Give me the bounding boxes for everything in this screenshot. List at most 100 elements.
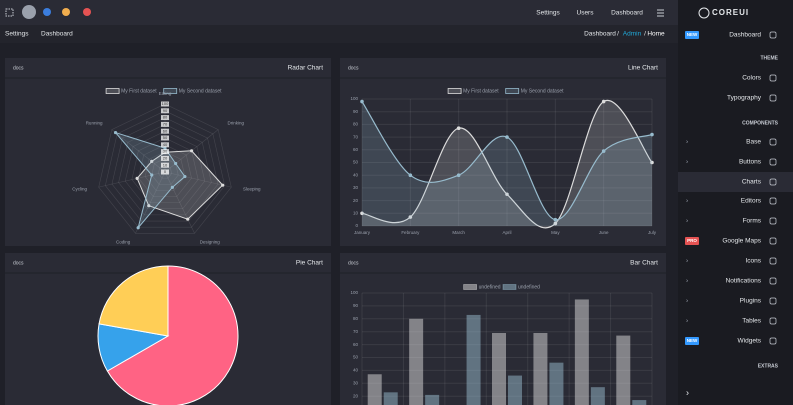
avatar[interactable] xyxy=(22,5,36,19)
breadcrumb-sep: / xyxy=(617,31,619,38)
nav-link[interactable]: Users xyxy=(577,10,595,17)
sidebar-icon xyxy=(769,277,777,285)
chevron: › xyxy=(686,318,688,325)
tick-backdrop xyxy=(161,155,169,161)
sidebar-item[interactable]: Google Maps xyxy=(722,238,761,245)
nav-link[interactable]: Dashboard xyxy=(611,10,643,17)
legend-swatch[interactable] xyxy=(163,88,178,94)
r-tick-label: 20 xyxy=(163,155,168,160)
sidebar-item[interactable]: Forms xyxy=(743,218,762,225)
nav-link[interactable]: Settings xyxy=(536,10,560,17)
sidebar-item[interactable]: Icons xyxy=(745,258,761,265)
point-label: Cycling xyxy=(72,187,87,192)
legend-label[interactable]: My Second dataset xyxy=(179,88,222,94)
line-point xyxy=(650,132,654,137)
legend-swatch[interactable] xyxy=(502,284,517,290)
tick-backdrop xyxy=(161,169,169,175)
legend-swatch[interactable] xyxy=(447,88,462,94)
grid-ring xyxy=(105,110,225,228)
subheader-settings[interactable]: Settings xyxy=(5,31,29,38)
sidebar-icon xyxy=(769,197,777,205)
x-tick-label: July xyxy=(648,230,657,235)
card-title: Bar Chart xyxy=(630,260,658,267)
pie-slice[interactable] xyxy=(98,265,169,337)
tasks-icon[interactable] xyxy=(62,8,70,16)
line-point xyxy=(505,135,509,139)
sidebar-icon xyxy=(769,31,777,39)
badge-bg xyxy=(685,237,699,245)
sidebar-item[interactable]: Dashboard xyxy=(729,32,761,39)
sidebar-icon xyxy=(769,217,777,225)
tick-backdrop xyxy=(161,128,169,134)
radar-point xyxy=(163,146,167,150)
sidebar-minimizer[interactable]: › xyxy=(686,387,689,397)
sidebar-item[interactable]: Editors xyxy=(741,198,762,205)
breadcrumb-item[interactable]: Admin xyxy=(623,31,642,38)
bar xyxy=(533,332,548,405)
line-point xyxy=(601,99,606,104)
card-link[interactable]: docs xyxy=(348,260,359,266)
sidebar-item[interactable]: Notifications xyxy=(726,278,762,285)
sidebar-item[interactable]: Tables xyxy=(742,318,762,325)
sidebar-item[interactable]: Plugins xyxy=(740,298,762,305)
x-tick-label: February xyxy=(401,230,420,235)
legend-label[interactable]: My First dataset xyxy=(463,88,499,94)
chevron: › xyxy=(686,298,688,305)
legend-swatch[interactable] xyxy=(463,284,478,290)
y-tick-label: 50 xyxy=(353,355,359,360)
y-tick-label: 90 xyxy=(353,109,359,114)
r-tick-label: 70 xyxy=(163,121,168,126)
card-link[interactable]: docs xyxy=(348,65,359,71)
line-point xyxy=(456,126,461,131)
y-tick-label: 60 xyxy=(353,147,359,152)
grid-ring xyxy=(131,137,199,203)
sidebar-icon xyxy=(769,257,777,265)
apps-icon[interactable] xyxy=(5,8,14,17)
grid-ring xyxy=(158,164,172,179)
legend-label[interactable]: My Second dataset xyxy=(521,88,564,94)
sidebar-item[interactable]: Charts xyxy=(742,179,762,186)
radar-point xyxy=(135,176,139,180)
card-link[interactable]: docs xyxy=(13,260,24,266)
chevron: › xyxy=(686,218,688,225)
legend-swatch[interactable] xyxy=(105,88,120,94)
legend-label[interactable]: My First dataset xyxy=(121,88,157,94)
legend-label[interactable]: undefined xyxy=(518,284,540,290)
sidebar-item[interactable]: Typography xyxy=(727,95,762,102)
legend-swatch[interactable] xyxy=(505,88,520,94)
sidebar-item[interactable]: Colors xyxy=(742,75,762,82)
point-label: Designing xyxy=(200,239,221,244)
grid-ring xyxy=(98,103,232,234)
tick-backdrop xyxy=(161,142,169,148)
sidebar-item[interactable]: Base xyxy=(746,139,761,146)
y-tick-label: 70 xyxy=(353,329,359,334)
y-tick-label: 80 xyxy=(353,122,359,127)
r-tick-label: 50 xyxy=(163,135,168,140)
tick-backdrop xyxy=(161,149,169,155)
bar xyxy=(590,387,605,405)
pie-slice[interactable] xyxy=(106,265,239,405)
brand[interactable]: COREUI xyxy=(712,8,749,17)
hamburger[interactable] xyxy=(657,9,664,17)
legend-label[interactable]: undefined xyxy=(479,284,501,290)
card-link[interactable]: docs xyxy=(13,65,24,71)
spoke xyxy=(135,171,166,234)
breadcrumb-item[interactable]: Dashboard xyxy=(584,31,616,38)
subheader-dashboard[interactable]: Dashboard xyxy=(41,31,73,38)
y-tick-label: 30 xyxy=(353,380,359,385)
sidebar-item[interactable]: Buttons xyxy=(739,159,762,166)
grid-ring xyxy=(118,124,212,216)
bar xyxy=(632,400,647,405)
radar-point xyxy=(183,174,187,179)
chevron: › xyxy=(686,278,688,285)
x-tick-label: April xyxy=(502,230,511,235)
line-point xyxy=(553,217,558,222)
chevron: › xyxy=(686,139,688,146)
bar xyxy=(383,392,398,405)
mail-icon[interactable] xyxy=(83,8,91,16)
sidebar-item[interactable]: Widgets xyxy=(738,338,762,345)
tick-backdrop xyxy=(161,115,169,121)
sidebar-icon xyxy=(769,138,777,146)
notify-icon[interactable] xyxy=(43,8,51,16)
